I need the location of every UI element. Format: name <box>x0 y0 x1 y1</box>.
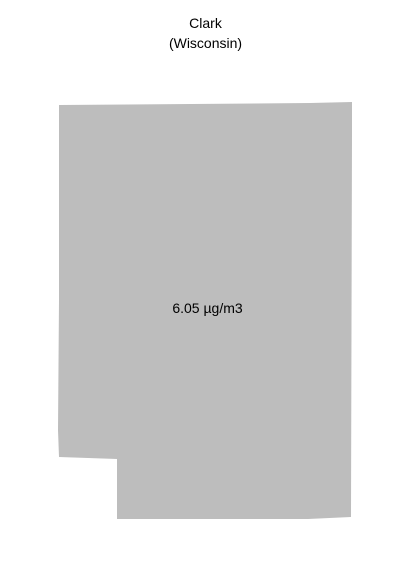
map-title-state: (Wisconsin) <box>168 35 243 51</box>
county-value-label: 6.05 µg/m3 <box>172 300 243 316</box>
county-shape-clark <box>58 102 352 519</box>
map-title-county: Clark <box>189 15 222 31</box>
